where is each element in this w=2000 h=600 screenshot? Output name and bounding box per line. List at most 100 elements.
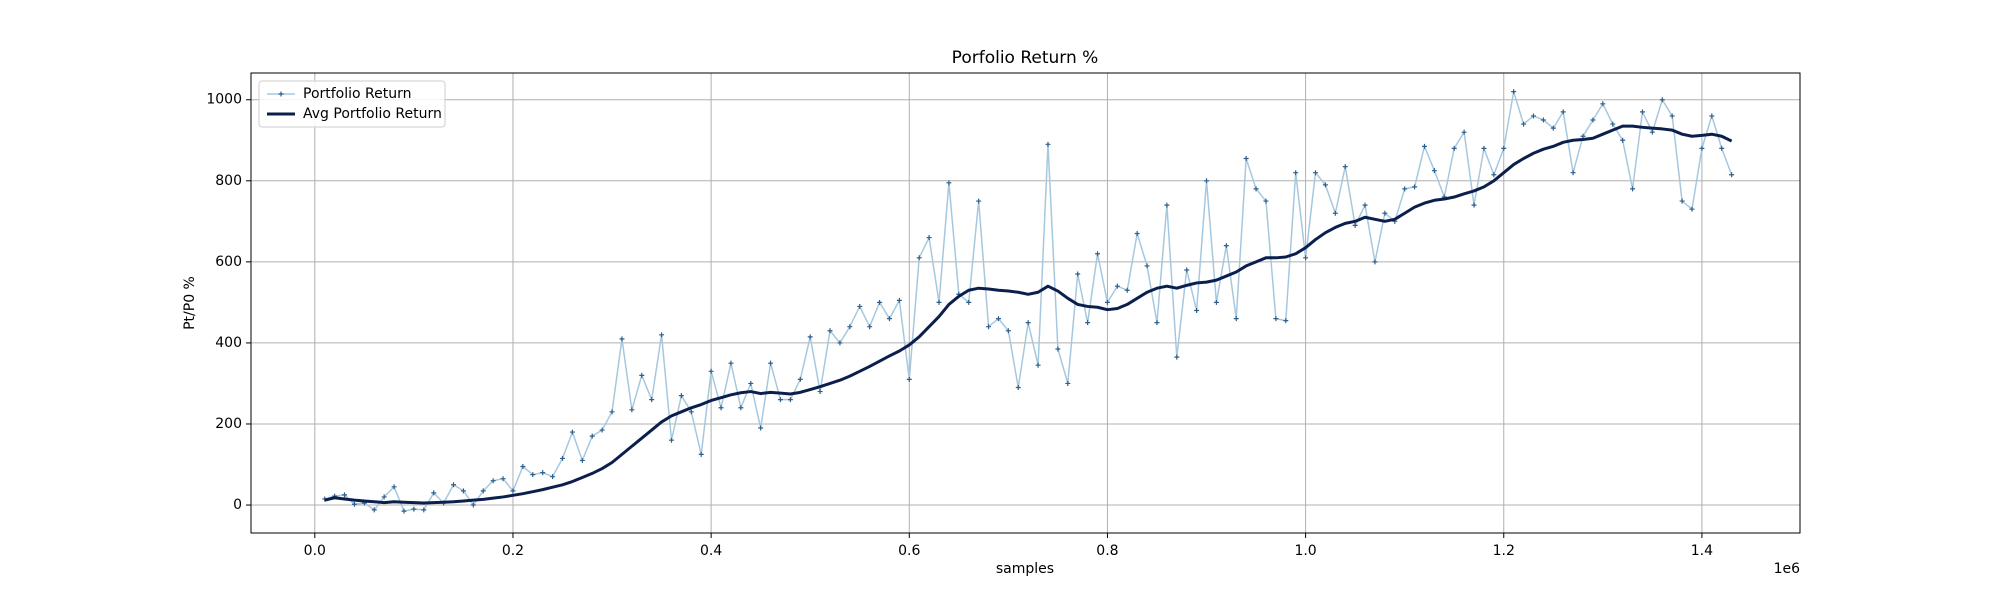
point-marker bbox=[490, 478, 496, 484]
legend: Portfolio Return Avg Portfolio Return bbox=[258, 80, 446, 128]
legend-label: Portfolio Return bbox=[303, 86, 412, 102]
point-marker bbox=[1372, 259, 1378, 265]
point-marker bbox=[1630, 186, 1636, 192]
point-marker bbox=[480, 488, 486, 494]
point-marker bbox=[1233, 316, 1239, 322]
point-marker bbox=[1332, 210, 1338, 216]
point-marker bbox=[1243, 156, 1249, 162]
point-marker bbox=[1184, 267, 1190, 273]
y-tick-label: 600 bbox=[215, 254, 242, 270]
point-marker bbox=[1065, 380, 1071, 386]
point-marker bbox=[1164, 202, 1170, 208]
point-marker bbox=[1610, 121, 1616, 127]
point-marker bbox=[827, 328, 833, 334]
plot-area bbox=[322, 89, 1735, 514]
point-marker bbox=[1313, 170, 1318, 176]
point-marker bbox=[1580, 133, 1586, 139]
point-marker bbox=[1154, 320, 1160, 326]
point-marker bbox=[510, 488, 516, 494]
point-marker bbox=[1521, 121, 1527, 127]
point-marker bbox=[1639, 109, 1645, 115]
x-tick-label: 0.6 bbox=[898, 543, 920, 559]
x-tick-label: 0.8 bbox=[1096, 543, 1118, 559]
point-marker bbox=[1719, 145, 1725, 151]
point-marker bbox=[1204, 178, 1210, 184]
point-marker bbox=[1055, 346, 1061, 352]
point-marker bbox=[1511, 89, 1517, 95]
point-marker bbox=[371, 507, 377, 513]
point-marker bbox=[1283, 318, 1289, 324]
point-marker bbox=[867, 324, 873, 330]
point-marker bbox=[1659, 97, 1665, 103]
point-marker bbox=[1501, 145, 1507, 151]
legend-box bbox=[258, 80, 446, 128]
point-marker bbox=[748, 380, 754, 386]
point-marker bbox=[1481, 145, 1487, 151]
point-marker bbox=[1005, 328, 1011, 334]
x-offset-label: 1e6 bbox=[1774, 561, 1801, 577]
point-marker bbox=[976, 198, 982, 204]
point-marker bbox=[1421, 143, 1427, 149]
point-marker bbox=[1530, 113, 1536, 119]
point-marker bbox=[1045, 141, 1051, 147]
point-marker bbox=[1451, 145, 1457, 151]
point-marker bbox=[401, 508, 407, 514]
point-marker bbox=[1412, 184, 1418, 190]
point-marker bbox=[1035, 362, 1041, 368]
series-line bbox=[324, 124, 1733, 505]
point-marker bbox=[1174, 354, 1180, 360]
point-marker bbox=[1709, 113, 1715, 119]
point-marker bbox=[1649, 129, 1655, 135]
point-marker bbox=[470, 502, 476, 508]
point-marker bbox=[1620, 137, 1626, 143]
point-marker bbox=[698, 451, 704, 457]
point-marker bbox=[411, 506, 417, 512]
point-marker bbox=[530, 472, 536, 478]
point-marker bbox=[619, 336, 625, 342]
point-marker bbox=[381, 494, 387, 500]
point-marker bbox=[391, 484, 397, 490]
point-marker bbox=[1729, 172, 1735, 178]
point-marker bbox=[1015, 385, 1021, 391]
point-marker bbox=[342, 492, 348, 498]
x-tick-label: 1.2 bbox=[1493, 543, 1515, 559]
point-marker bbox=[1322, 182, 1328, 188]
point-marker bbox=[431, 490, 437, 496]
point-marker bbox=[451, 482, 457, 488]
point-marker bbox=[708, 368, 714, 374]
x-tick-label: 1.0 bbox=[1294, 543, 1316, 559]
point-marker bbox=[629, 407, 635, 413]
point-marker bbox=[421, 507, 427, 513]
y-tick-label: 800 bbox=[215, 173, 242, 189]
point-marker bbox=[1382, 210, 1388, 216]
point-marker bbox=[1431, 168, 1437, 174]
y-tick-label: 1000 bbox=[206, 92, 242, 108]
point-marker bbox=[1461, 129, 1467, 135]
point-marker bbox=[718, 405, 724, 411]
point-marker bbox=[946, 180, 952, 186]
point-marker bbox=[540, 470, 546, 476]
point-marker bbox=[896, 297, 902, 303]
point-marker bbox=[1223, 243, 1229, 249]
point-marker bbox=[1491, 172, 1497, 178]
axes-frame bbox=[250, 72, 1801, 534]
point-marker bbox=[966, 299, 972, 305]
point-marker bbox=[579, 457, 585, 463]
y-tick-label: 200 bbox=[215, 416, 242, 432]
chart-title: Porfolio Return % bbox=[952, 48, 1099, 68]
point-marker bbox=[649, 397, 655, 403]
point-marker bbox=[550, 474, 556, 480]
point-marker bbox=[797, 376, 803, 382]
point-marker bbox=[787, 397, 793, 403]
point-marker bbox=[1124, 287, 1130, 293]
point-marker bbox=[1342, 164, 1348, 170]
point-marker bbox=[1085, 320, 1091, 326]
point-marker bbox=[817, 389, 823, 395]
point-marker bbox=[1352, 222, 1358, 228]
point-marker bbox=[520, 464, 526, 470]
point-marker bbox=[877, 299, 883, 305]
y-axis-label: Pt/P0 % bbox=[182, 276, 198, 330]
point-marker bbox=[777, 397, 783, 403]
point-marker bbox=[1689, 206, 1695, 212]
point-marker bbox=[995, 316, 1001, 322]
